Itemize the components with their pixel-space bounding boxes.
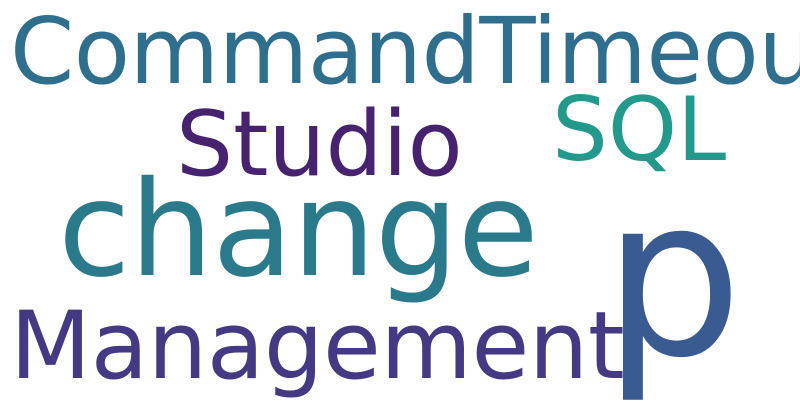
word-management: Management xyxy=(10,292,625,401)
word-studio: Studio xyxy=(176,92,463,197)
word-commandtimeout: CommandTimeout xyxy=(10,0,800,105)
word-sql: SQL xyxy=(552,78,727,181)
word-change: change xyxy=(58,153,539,307)
word-p: p xyxy=(603,150,743,406)
